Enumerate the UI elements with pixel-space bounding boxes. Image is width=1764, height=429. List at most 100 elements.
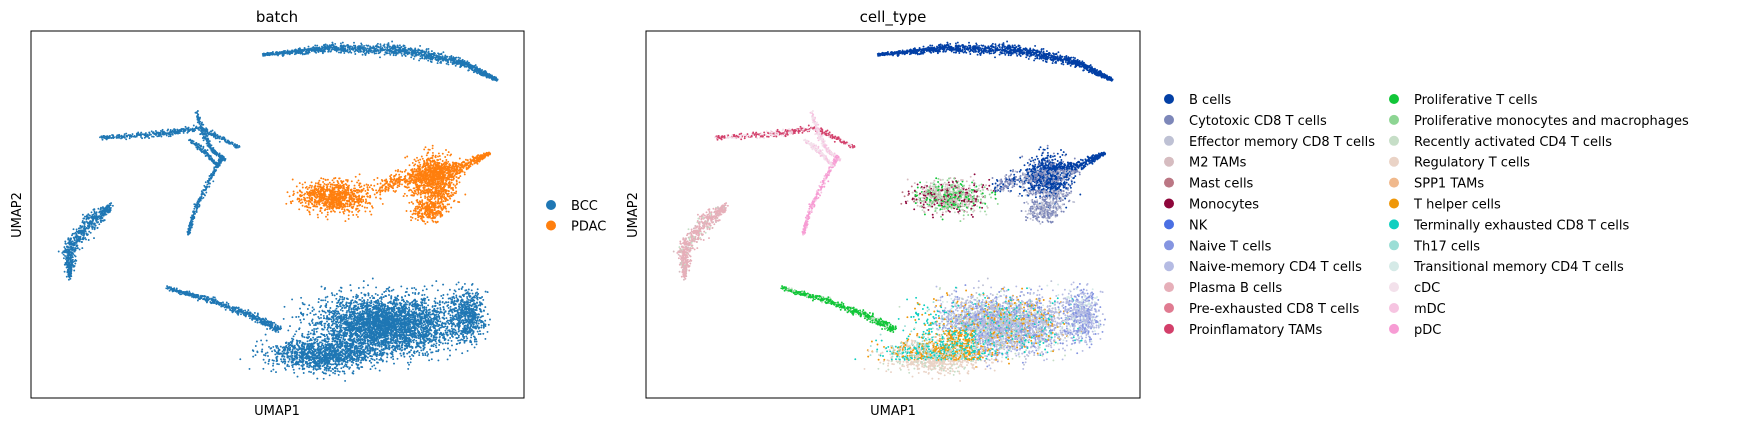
batch-point: [317, 48, 320, 51]
batch-point: [345, 196, 348, 199]
batch-point: [452, 183, 455, 186]
batch-point: [206, 183, 209, 186]
batch-point: [443, 162, 446, 165]
batch-point: [206, 152, 209, 155]
batch-point: [63, 246, 66, 249]
batch-point: [396, 45, 399, 47]
batch-point: [303, 49, 306, 52]
batch-point: [400, 52, 403, 55]
batch-point: [349, 202, 352, 205]
batch-point: [169, 134, 172, 137]
batch-point: [179, 130, 182, 132]
batch-point: [75, 259, 78, 262]
batch-point: [169, 131, 172, 134]
batch-point: [441, 55, 444, 58]
batch-point: [93, 228, 96, 231]
batch-point: [307, 200, 310, 203]
batch-point: [305, 185, 308, 188]
batch-point: [354, 175, 357, 178]
batch-point: [415, 188, 418, 191]
batch-point: [316, 44, 319, 47]
batch-point: [373, 193, 376, 196]
batch-point: [211, 158, 214, 161]
batch-point: [182, 131, 185, 134]
batch-point: [421, 157, 424, 160]
batch-point: [449, 197, 452, 200]
batch-point: [341, 46, 343, 49]
batch-point: [314, 44, 317, 47]
batch-point: [200, 190, 203, 193]
batch-point: [99, 213, 102, 216]
batch-point: [80, 240, 83, 243]
batch-point: [322, 204, 325, 207]
batch-point: [303, 196, 305, 199]
batch-point: [103, 212, 106, 215]
batch-point: [63, 270, 66, 273]
batch-point: [286, 49, 289, 52]
batch-point: [140, 131, 143, 134]
batch-point: [323, 192, 326, 194]
batch-point: [336, 183, 339, 186]
batch-point: [434, 180, 437, 183]
batch-point: [353, 201, 356, 204]
batch-point: [369, 47, 372, 50]
batch-point: [348, 45, 351, 48]
batch-point: [135, 134, 138, 137]
batch-point: [325, 195, 328, 198]
batch-point: [128, 137, 131, 140]
batch-point: [350, 180, 353, 183]
batch-point: [74, 247, 77, 250]
batch-point: [434, 190, 436, 193]
batch-point: [422, 184, 425, 187]
batch-point: [78, 248, 81, 251]
batch-point: [190, 142, 193, 145]
batch-point: [131, 135, 133, 138]
batch-point: [307, 203, 310, 206]
batch-point: [426, 152, 429, 155]
batch-point: [432, 186, 435, 189]
batch-point: [148, 134, 151, 136]
batch-point: [57, 250, 60, 253]
batch-point: [390, 47, 393, 50]
batch-points: [57, 40, 499, 382]
batch-point: [360, 50, 363, 53]
batch-point: [373, 184, 376, 187]
batch-point: [398, 44, 401, 47]
batch-point: [198, 146, 201, 149]
batch-point: [470, 64, 473, 67]
batch-point: [64, 242, 67, 245]
batch-point: [435, 59, 438, 61]
batch-point: [331, 179, 334, 182]
batch-point: [207, 142, 209, 145]
batch-point: [361, 205, 364, 208]
batch-point: [388, 46, 391, 48]
batch-point: [398, 50, 401, 53]
batch-point: [363, 184, 366, 187]
batch-point: [88, 214, 91, 217]
batch-point: [423, 148, 426, 151]
batch-point: [348, 200, 351, 203]
batch-point: [445, 149, 447, 151]
batch-point: [341, 191, 344, 194]
batch-point: [101, 210, 104, 213]
batch-point: [357, 210, 360, 213]
batch-point: [338, 206, 341, 208]
batch-point: [165, 134, 168, 137]
batch-point: [174, 132, 177, 135]
batch-point: [205, 127, 208, 130]
batch-point: [445, 58, 447, 61]
batch-point: [92, 208, 95, 211]
batch-point: [71, 232, 74, 235]
batch-point: [333, 190, 336, 193]
batch-point: [64, 262, 67, 264]
batch-point: [70, 237, 73, 240]
batch-point: [410, 194, 413, 197]
batch-point: [292, 190, 295, 193]
batch-point: [221, 136, 224, 139]
batch-point: [384, 48, 387, 51]
batch-point: [337, 204, 340, 207]
batch-point: [355, 200, 358, 203]
batch-point: [210, 132, 212, 135]
batch-point: [366, 206, 369, 209]
